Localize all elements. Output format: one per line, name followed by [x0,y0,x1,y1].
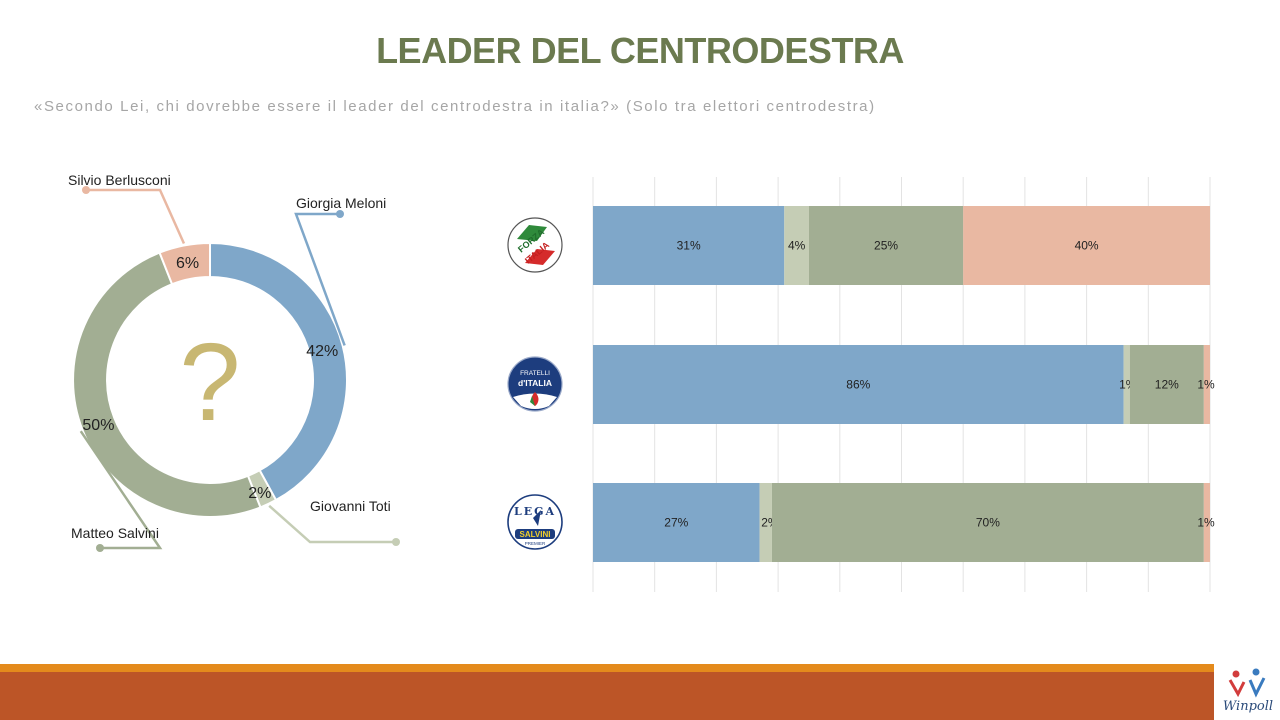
warrior-icon [533,510,541,526]
leader-line-silvio-berlusconi [86,188,186,244]
slice-label-giovanni-toti: 2% [248,485,271,502]
stacked-bar-chart: 31% 4% 25% 40%86% 1% 12% 1%27% 2% 70% 1%FORZAITAL… [507,177,1215,592]
leader-dot-silvio-berlusconi [82,186,90,194]
bar-segment-forza-italia-4 [963,206,1210,285]
logo-text: LEGA [514,505,556,518]
leader-dot-giorgia-meloni [336,210,344,218]
data-label: 27% [664,516,688,530]
data-label: 1% [1197,516,1215,530]
logo-text: d'ITALIA [518,378,552,388]
category-label-giorgia-meloni: Giorgia Meloni [296,195,386,211]
flag-red [525,249,555,265]
slice-label-matteo-salvini: 50% [82,417,114,434]
category-label-matteo-salvini: Matteo Salvini [71,525,159,541]
data-label: 31% [677,239,701,253]
bar-segment-forza-italia-3 [808,206,964,285]
logo-text: FRATELLI [520,370,550,377]
donut-slice-silvio-berlusconi [158,241,211,286]
winpoll-logo-text: Winpoll [1223,699,1273,714]
bar-segment-lega-salvini-premier-3 [771,483,1204,562]
bar-segment-lega-salvini-premier-1 [593,483,760,562]
bar-segment-fratelli-d-italia-1 [593,345,1124,424]
data-label: 70% [976,516,1000,530]
data-label: 25% [874,239,898,253]
logo-text: SALVINI [520,530,551,539]
footer-bar [0,672,1214,720]
question-mark-icon: ? [179,321,240,444]
page-subtitle: «Secondo Lei, chi dovrebbe essere il lea… [34,98,876,115]
bar-segment-fratelli-d-italia-4 [1203,345,1210,424]
donut-slice-matteo-salvini [72,251,262,518]
lega-banner [515,529,555,539]
lega-salvini-logo: LEGA SALVINI PREMIER [507,494,563,550]
flag-green [517,225,547,241]
donut-slice-giorgia-meloni [209,241,348,502]
bar-segment-fratelli-d-italia-3 [1129,345,1204,424]
page-title: LEADER DEL CENTRODESTRA [376,30,904,71]
data-label: 12% [1155,378,1179,392]
leader-dot-matteo-salvini [96,544,104,552]
leader-line-matteo-salvini [79,430,163,550]
data-label: 40% [1075,239,1099,253]
bar-segment-fratelli-d-italia-2 [1123,345,1130,424]
category-label-giovanni-toti: Giovanni Toti [310,498,391,514]
leader-dot-giovanni-toti [392,538,400,546]
footer-accent-line [0,664,1214,672]
category-label-silvio-berlusconi: Silvio Berlusconi [68,172,171,188]
logo-text: PREMIER [525,541,546,546]
data-label: 4% [788,239,806,253]
bar-segment-forza-italia-2 [784,206,809,285]
data-label: 86% [846,378,870,392]
leader-line-giovanni-toti [268,504,396,544]
bar-segment-lega-salvini-premier-2 [759,483,772,562]
bar-segment-lega-salvini-premier-4 [1203,483,1210,562]
leader-line-giorgia-meloni [294,212,346,346]
flame-green [530,396,535,406]
bar-segment-forza-italia-1 [593,206,785,285]
donut-chart: 42% 2% 50% 6%? Giorgia Meloni Giovanni Toti Ma… [68,172,400,552]
data-label: 1% [1197,378,1215,392]
slice-label-silvio-berlusconi: 6% [176,255,199,272]
slice-label-giorgia-meloni: 42% [306,343,338,360]
winpoll-logo: Winpoll [1223,668,1273,714]
